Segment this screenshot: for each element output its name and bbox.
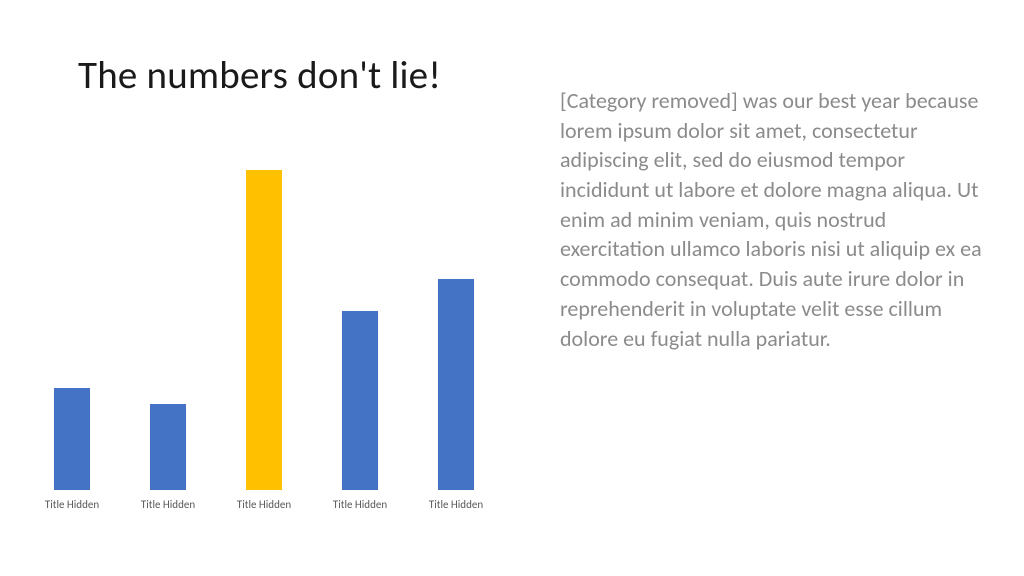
bar-0 [54, 388, 90, 490]
bar-1 [150, 404, 186, 490]
xlabel-2: Title Hidden [237, 498, 291, 511]
xlabel-0: Title Hidden [45, 498, 99, 511]
slide: The numbers don't lie! Title HiddenTitle… [0, 0, 1024, 576]
xlabel-3: Title Hidden [333, 498, 387, 511]
bar-2 [246, 170, 282, 490]
chart-plot [30, 170, 520, 490]
bar-3 [342, 311, 378, 490]
xlabel-1: Title Hidden [141, 498, 195, 511]
bar-4 [438, 279, 474, 490]
body-paragraph: [Category removed] was our best year bec… [560, 86, 990, 353]
chart-xlabels: Title Hidden Title Hidden Title Hidden Titl… [30, 490, 520, 520]
xlabel-4: Title Hidden [429, 498, 483, 511]
page-title: The numbers don't lie! [78, 52, 441, 99]
bar-chart: Title Hidden Title Hidden Title Hidden Titl… [30, 170, 520, 520]
